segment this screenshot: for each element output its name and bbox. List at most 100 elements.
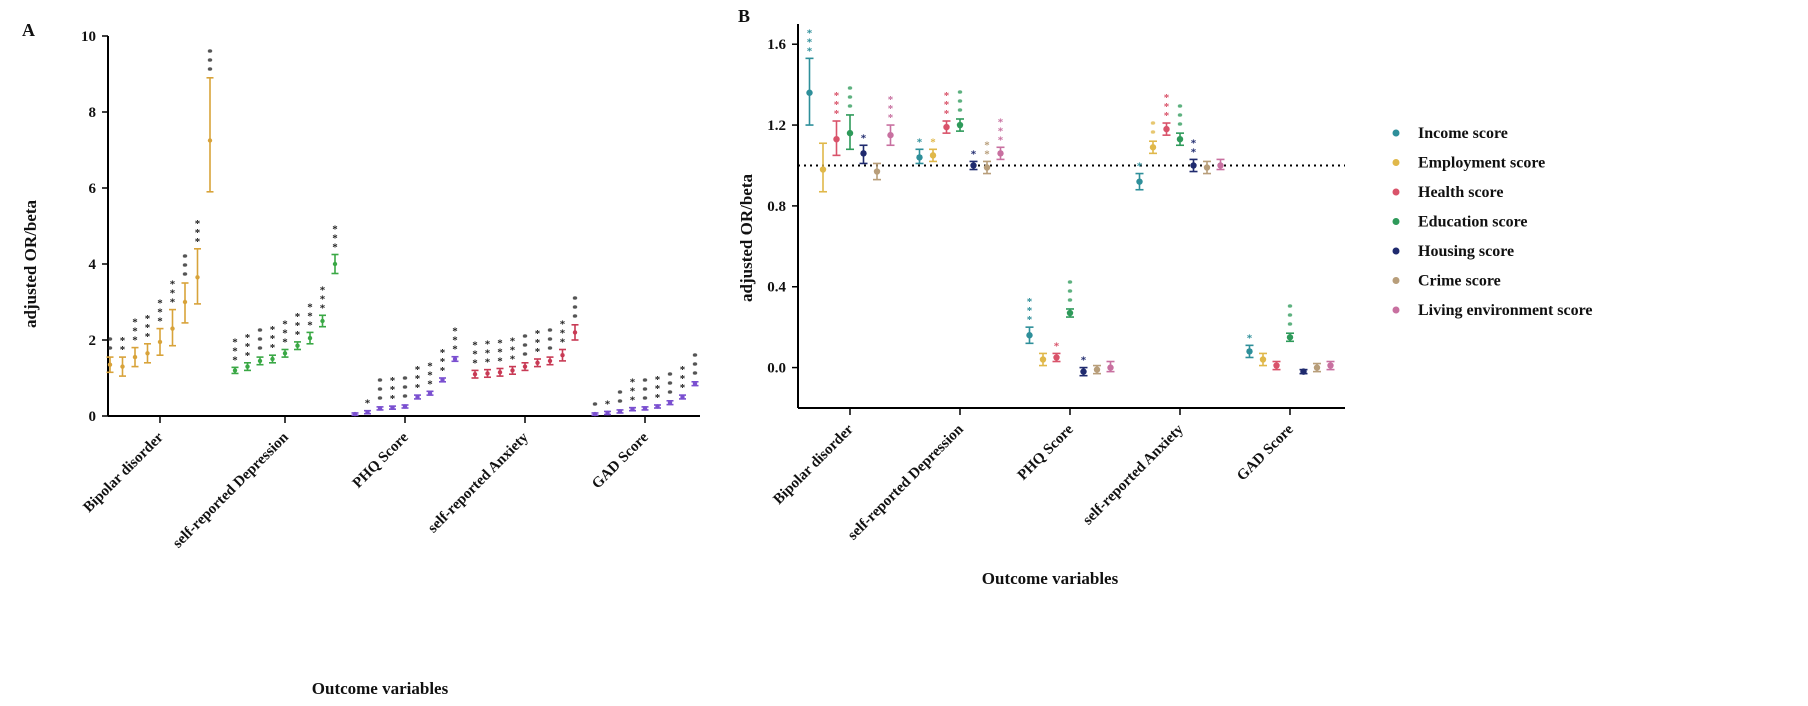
panel-b-significance: * [1081, 355, 1087, 367]
panel-a-mark-point [655, 404, 660, 409]
panel-a-mark [331, 253, 339, 275]
panel-b-significance: * [1247, 332, 1253, 344]
panel-a-mark [281, 348, 289, 358]
panel-b-mark-point [819, 166, 827, 173]
legend-label: Education score [1418, 214, 1527, 231]
panel-a-mark-point [605, 410, 610, 416]
panel-b-significance: ** [1191, 137, 1197, 158]
panel-b-mark [832, 120, 841, 157]
panel-b-significance: *** [957, 88, 963, 118]
panel-b-letter: B [738, 6, 750, 26]
panel-b-mark-point [1066, 309, 1074, 317]
panel-b-significance: *** [1027, 296, 1033, 326]
panel-a-x-axis-label: Outcome variables [312, 679, 449, 698]
panel-b-mark-point [873, 168, 881, 175]
panel-b-mark [1189, 158, 1198, 173]
panel-b-significance: * [917, 136, 923, 148]
panel-b-mark-point [1093, 366, 1101, 373]
panel-b-mark [1176, 132, 1184, 147]
panel-b-significance: *** [834, 90, 840, 120]
panel-b-mark-point [983, 164, 991, 171]
panel-a-mark [679, 394, 686, 400]
panel-a-mark [401, 404, 409, 409]
panel-b-mark [1066, 308, 1074, 318]
panel-b-mark-point [943, 123, 950, 131]
panel-a-significance: *** [667, 370, 673, 400]
panel-a-mark [534, 358, 541, 368]
panel-a-significance: *** [630, 377, 636, 407]
panel-a-mark [691, 380, 699, 387]
panel-b-mark [1326, 360, 1335, 371]
panel-b-significance: *** [1287, 302, 1293, 332]
panel-b-mark-point [1246, 348, 1253, 355]
panel-b-mark-point [1176, 136, 1184, 143]
panel-a-mark [144, 342, 151, 364]
panel-a-mark-point [415, 394, 420, 400]
panel-a-mark [604, 410, 611, 416]
panel-a-mark [496, 367, 504, 377]
panel-b-mark [1216, 158, 1225, 171]
panel-a-mark-point [535, 360, 540, 365]
panel-a-significance: *** [257, 326, 263, 356]
panel-b-mark-point [1190, 162, 1197, 169]
panel-a-significance: *** [245, 332, 251, 362]
panel-b-mark-point [970, 162, 977, 169]
panel-b-mark [1039, 352, 1047, 367]
panel-b-mark-point [806, 89, 813, 96]
panel-a-mark-point [145, 351, 150, 356]
panel-a-significance: * [592, 400, 598, 412]
panel-a-significance: * [605, 398, 611, 410]
panel-a-significance: *** [497, 338, 503, 368]
panel-b-mark [1272, 360, 1281, 371]
panel-a-significance: *** [522, 332, 528, 362]
panel-a-significance: *** [195, 218, 201, 248]
panel-a-mark-point [440, 377, 445, 383]
panel-a-mark-point [642, 406, 648, 411]
panel-b-mark [956, 118, 964, 132]
panel-a-mark-point [560, 353, 565, 358]
panel-a-mark-point [307, 335, 313, 341]
panel-b-significance: *** [807, 27, 813, 57]
panel-b-mark [873, 162, 881, 181]
panel-b-x-axis-label: Outcome variables [982, 569, 1119, 588]
panel-a-mark [591, 411, 599, 417]
panel-a-significance: *** [452, 326, 458, 356]
panel-a-y-tick-label: 10 [81, 29, 96, 45]
panel-a-significance: *** [232, 336, 238, 366]
panel-a-mark-point [282, 351, 288, 356]
panel-b-significance: *** [1067, 278, 1073, 308]
panel-b-mark [1106, 360, 1115, 373]
panel-a-significance: *** [307, 301, 313, 331]
panel-a-significance: *** [332, 224, 338, 254]
panel-b-mark [1052, 352, 1061, 363]
panel-a-mark-point [547, 358, 553, 364]
panel-b-mark [819, 142, 827, 193]
panel-a-x-tick-label: Bipolar disorder [81, 429, 167, 515]
panel-b-significance: *** [1177, 102, 1183, 132]
panel-b-mark-point [833, 136, 840, 143]
panel-a-mark-point [472, 372, 478, 377]
panel-a-significance: *** [560, 319, 566, 349]
panel-a-mark-point [365, 410, 370, 415]
panel-b-significance: * [1137, 161, 1143, 173]
panel-b-mark-point [1286, 334, 1294, 341]
panel-a-mark-point [402, 404, 408, 409]
panel-b-mark-point [1163, 125, 1170, 133]
panel-a-mark-point [245, 364, 250, 369]
panel-a-significance: *** [680, 364, 686, 394]
panel-b-mark [1299, 368, 1308, 375]
panel-b-x-tick-label: PHQ Score [1015, 421, 1077, 483]
panel-a-x-tick-label: self-reported Depression [170, 429, 292, 551]
panel-a: A adjusted OR/beta Outcome variables 0 2 4… [21, 20, 700, 698]
panel-b-mark-point [1039, 356, 1047, 363]
panel-a-significance: *** [377, 376, 383, 406]
panel-a-x-tick-label: self-reported Anxiety [425, 429, 532, 536]
panel-a-mark [616, 409, 624, 414]
panel-a-significance: *** [170, 279, 176, 309]
panel-b-mark [1203, 160, 1211, 175]
legend-marker [1392, 218, 1400, 225]
panel-a-mark-point [120, 364, 125, 369]
panel-a-mark [256, 356, 264, 366]
panel-b-y-ticks: 0.0 0.4 0.8 1.2 1.6 [767, 37, 798, 377]
